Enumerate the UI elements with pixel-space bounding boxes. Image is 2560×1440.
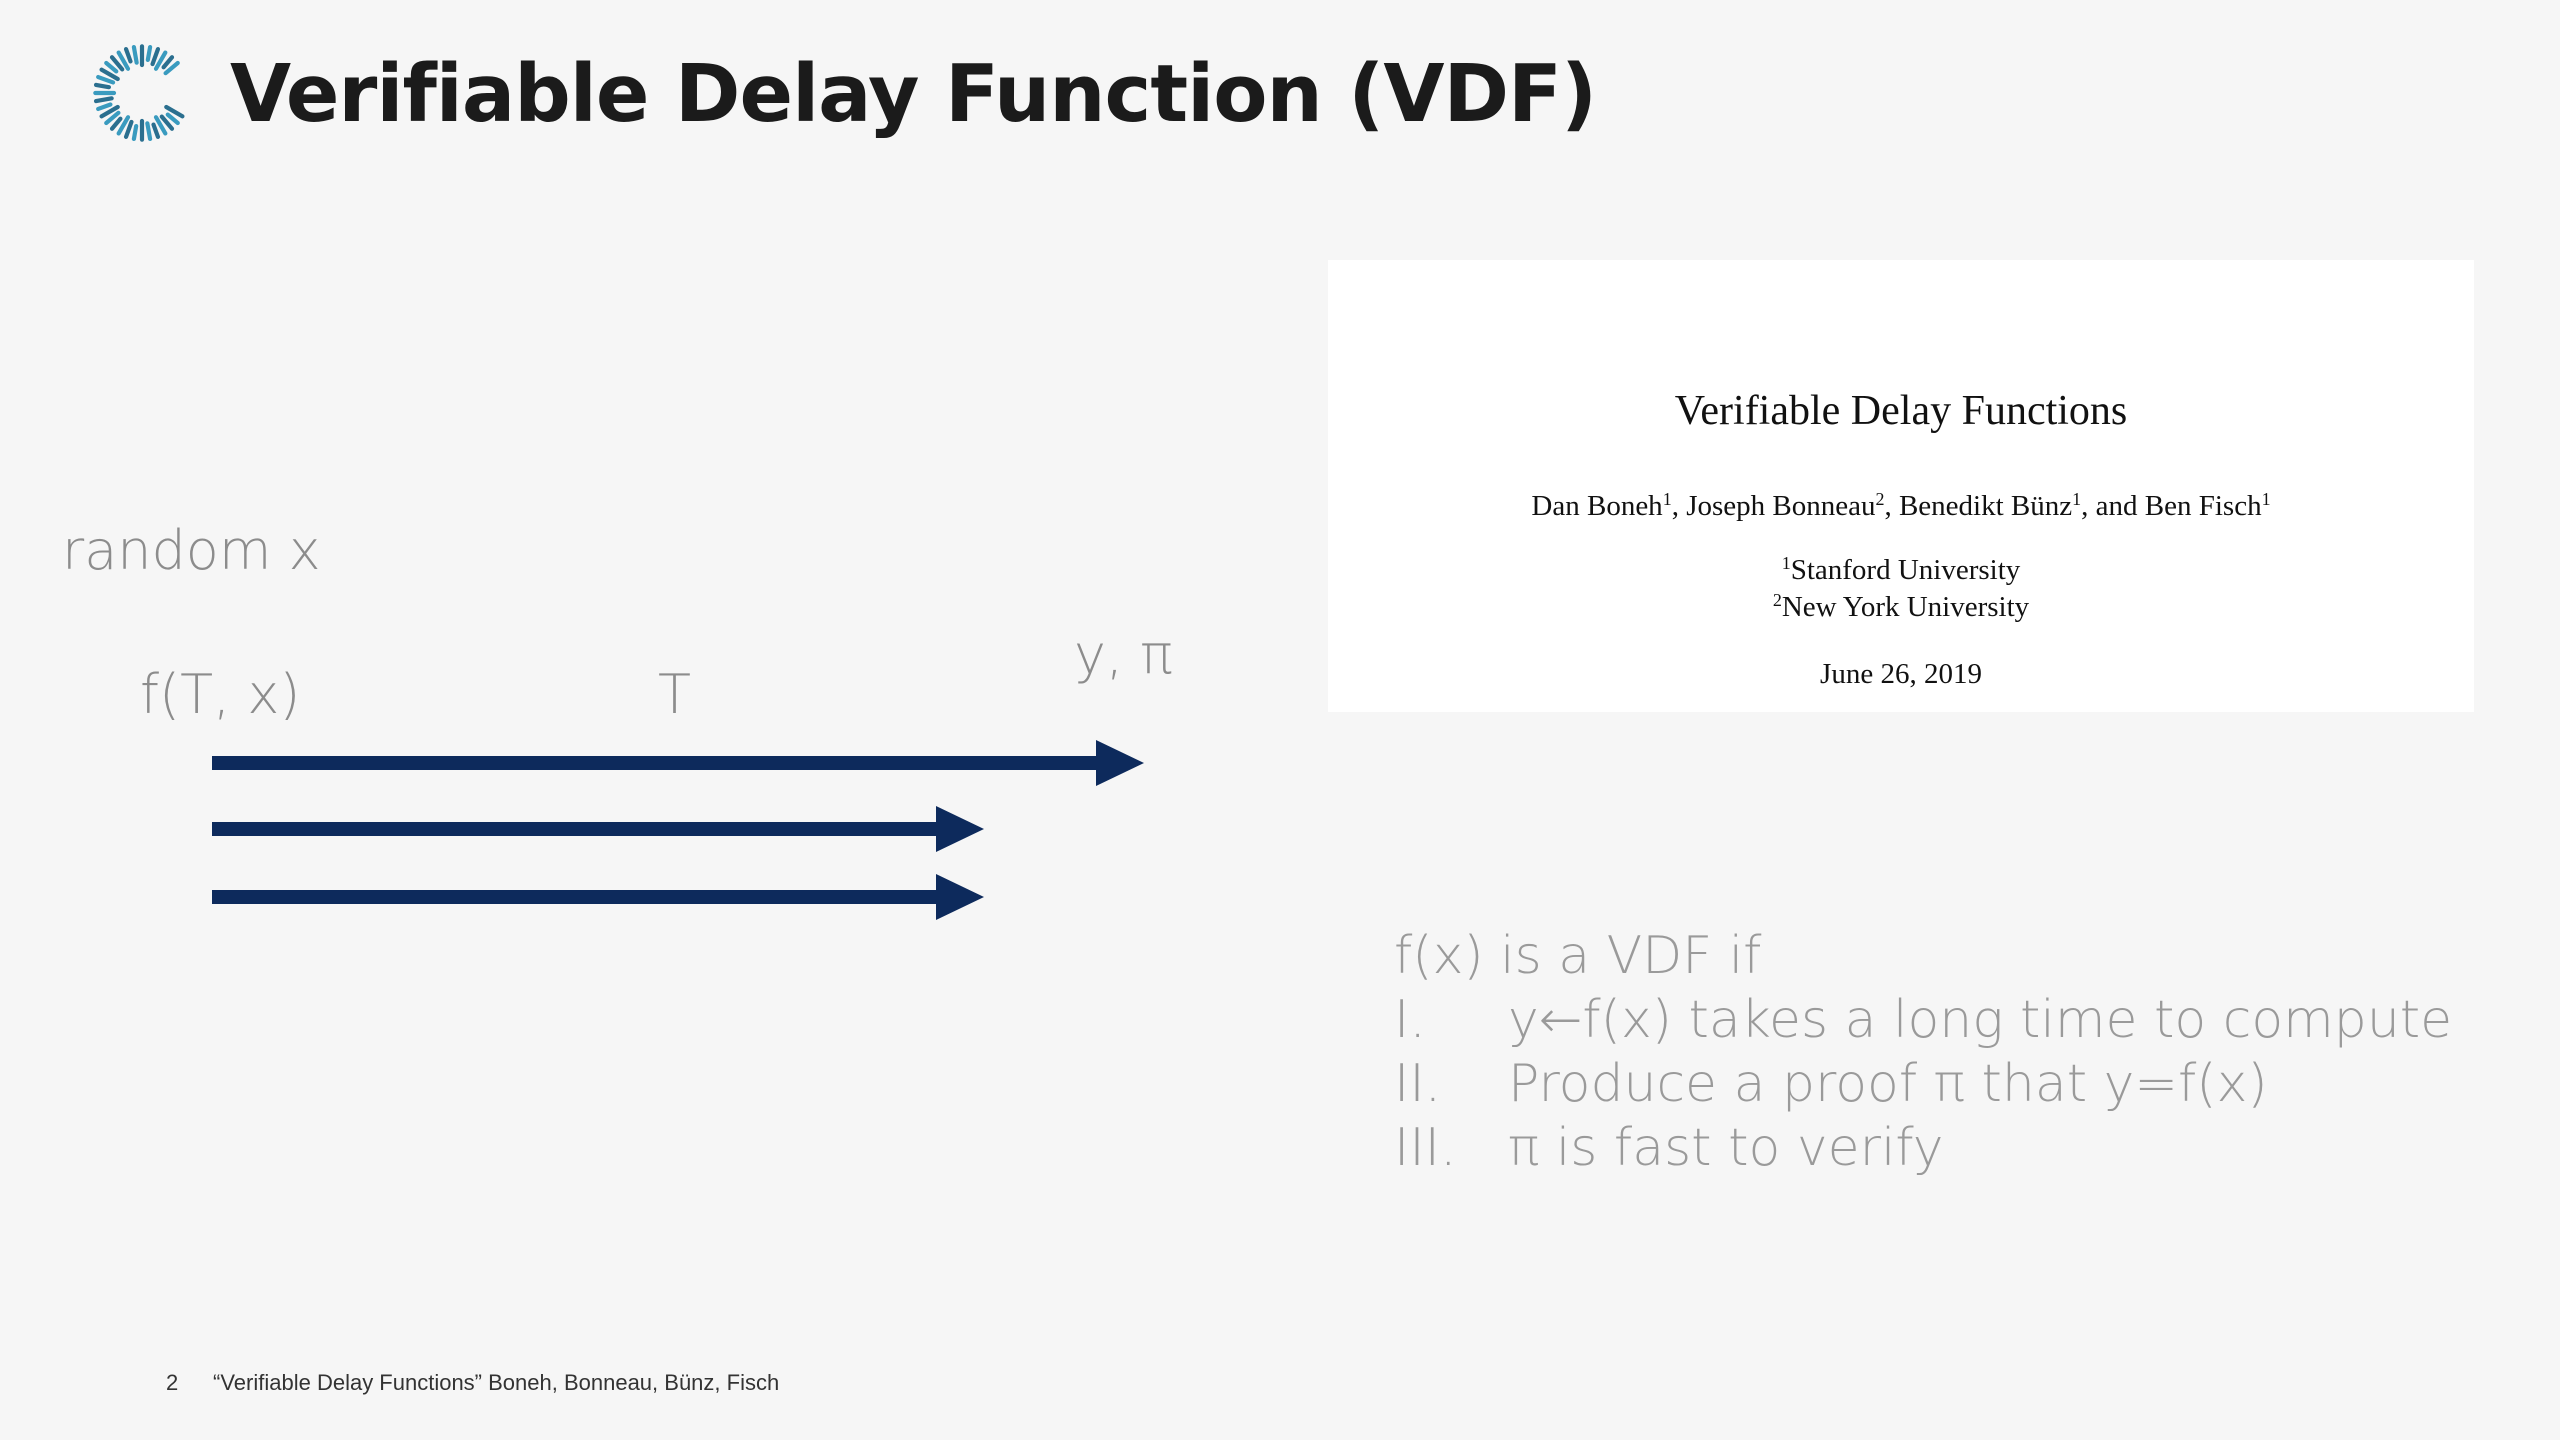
- logo-tick: [104, 60, 119, 74]
- logo-tick: [145, 121, 153, 142]
- logo-tick: [109, 116, 123, 131]
- arrow-middle: [212, 806, 984, 852]
- item-number: III.: [1394, 1118, 1457, 1178]
- affiliation-name: Stanford University: [1790, 554, 2021, 586]
- output-label: y, π: [1074, 623, 1173, 686]
- logo-tick: [99, 67, 120, 82]
- logo-tick: [145, 44, 153, 63]
- logo-tick: [96, 74, 116, 85]
- paper-title: Verifiable Delay Functions: [1674, 388, 2128, 434]
- paper-authors: Dan Boneh1, Joseph Bonneau2, Benedikt Bü…: [1328, 489, 2474, 522]
- page-number: 2: [166, 1370, 179, 1395]
- delay-diagram: random x f(T, x) T y, π: [0, 0, 1250, 1000]
- logo-tick: [159, 114, 175, 131]
- logo-tick: [131, 44, 139, 65]
- affiliation-name: New York University: [1781, 591, 2030, 623]
- slide-title: Verifiable Delay Function (VDF): [230, 48, 1597, 140]
- author-separator: ,: [1671, 490, 1687, 522]
- author-name: Benedikt Bünz: [1898, 490, 2073, 522]
- logo-tick: [161, 55, 175, 70]
- definition-item: III. π is fast to verify: [1394, 1116, 2452, 1180]
- footer-citation: “Verifiable Delay Functions” Boneh, Bonn…: [213, 1370, 780, 1395]
- definition-intro: f(x) is a VDF if: [1394, 926, 1762, 986]
- author-separator: , and: [2081, 490, 2145, 522]
- item-number: I.: [1394, 990, 1426, 1050]
- paper-date: June 26, 2019: [1820, 658, 1982, 690]
- logo-tick: [150, 47, 161, 67]
- logo-tick: [109, 55, 125, 72]
- arrow-bottom: [212, 874, 984, 920]
- logo-icon: [93, 44, 185, 142]
- logo-tick: [153, 115, 168, 136]
- function-input-label: f(T, x): [140, 663, 301, 726]
- logo-tick: [116, 115, 131, 136]
- logo-tick: [131, 123, 139, 142]
- logo-tick: [96, 102, 113, 112]
- paper-affiliation: 1Stanford University: [1328, 553, 2474, 586]
- author-affiliation-mark: 1: [2261, 489, 2271, 509]
- logo-tick: [116, 50, 131, 71]
- affiliation-mark: 1: [1781, 553, 1791, 573]
- logo-tick: [163, 60, 180, 76]
- paper-affiliation: 2New York University: [1328, 590, 2474, 623]
- logo-tick: [93, 82, 112, 90]
- logo-tick: [165, 112, 180, 126]
- item-text: Produce a proof π that y=f(x): [1508, 1054, 2268, 1114]
- item-text: y←f(x) takes a long time to compute: [1508, 990, 2453, 1050]
- author-name: Dan Boneh: [1531, 490, 1663, 522]
- logo-tick: [123, 119, 134, 139]
- item-number: II.: [1394, 1054, 1442, 1114]
- logo-tick: [164, 104, 185, 119]
- author-affiliation-mark: 1: [2072, 489, 2082, 509]
- logo-tick: [153, 50, 168, 71]
- logo-tick: [104, 110, 121, 126]
- logo-tick: [151, 122, 161, 139]
- definition-item: I. y←f(x) takes a long time to compute: [1394, 988, 2452, 1052]
- author-separator: ,: [1884, 490, 1899, 522]
- affiliation-mark: 2: [1772, 590, 1782, 610]
- vdf-definition: f(x) is a VDF if I. y←f(x) takes a long …: [1394, 924, 2452, 1180]
- logo-tick: [93, 96, 114, 104]
- author-name: Ben Fisch: [2144, 490, 2262, 522]
- arrow-long: [212, 740, 1144, 786]
- logo-tick: [123, 47, 133, 64]
- logo-tick: [99, 104, 120, 119]
- author-affiliation-mark: 1: [1662, 489, 1672, 509]
- definition-item: II. Produce a proof π that y=f(x): [1394, 1052, 2452, 1116]
- sequential-arrows: [212, 740, 1144, 920]
- time-parameter-label: T: [658, 663, 691, 726]
- author-name: Joseph Bonneau: [1686, 490, 1876, 522]
- random-x-label: random x: [62, 519, 321, 582]
- item-text: π is fast to verify: [1508, 1118, 1944, 1178]
- paper-header: Verifiable Delay Functions Dan Boneh1, J…: [1328, 260, 2474, 712]
- author-affiliation-mark: 2: [1875, 489, 1885, 509]
